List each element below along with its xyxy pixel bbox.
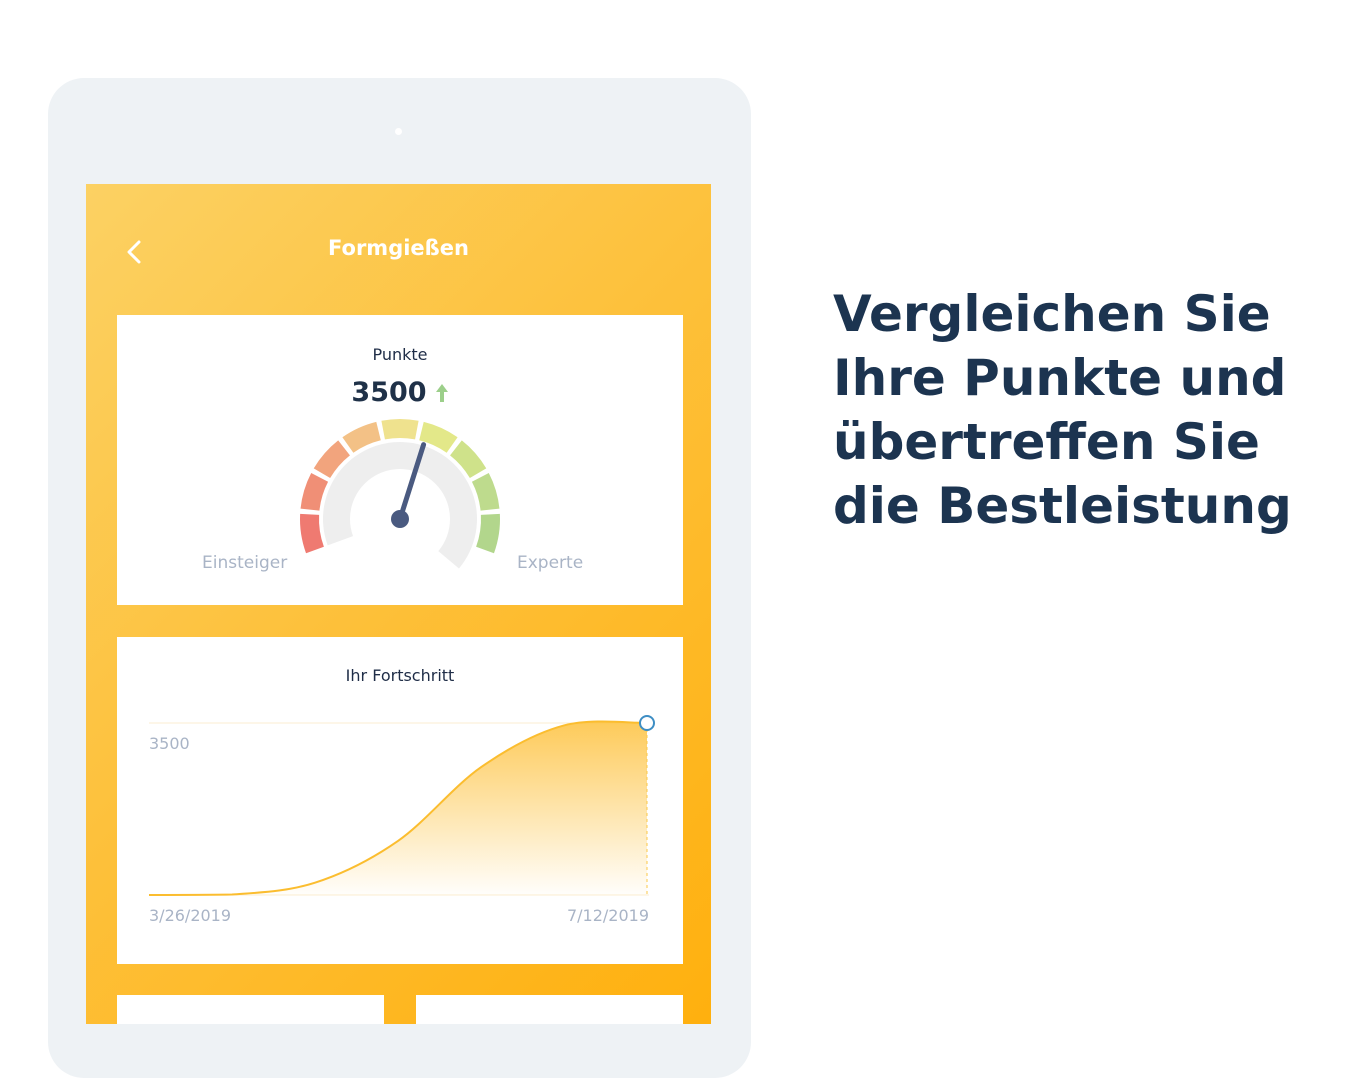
gauge-segment <box>419 421 458 453</box>
gauge-segment <box>300 513 324 554</box>
chart-x-end: 7/12/2019 <box>567 906 649 925</box>
score-card: Punkte 3500 Einsteiger Experte <box>117 315 683 605</box>
progress-card: Ihr Fortschritt 3500 3/26/2019 7/12/2019 <box>117 637 683 964</box>
chart-series-line <box>148 720 648 896</box>
gauge-segment <box>342 421 381 453</box>
gauge-segment <box>471 472 500 511</box>
chevron-left-icon <box>127 240 141 264</box>
gauge-min-label: Einsteiger <box>202 553 288 573</box>
gauge-segment <box>476 513 500 554</box>
stat-card-left <box>117 995 384 1024</box>
progress-label: Ihr Fortschritt <box>345 666 455 685</box>
screen-title: Formgießen <box>328 236 469 260</box>
gauge-segment <box>381 419 419 440</box>
stat-card-right <box>416 995 683 1024</box>
gauge-segment <box>300 472 329 511</box>
score-value: 3500 <box>351 377 427 408</box>
gauge-track <box>323 442 477 569</box>
gauge-segment <box>313 440 350 479</box>
tablet-camera <box>395 128 402 135</box>
arrow-up-icon <box>435 383 448 402</box>
chart-x-start: 3/26/2019 <box>149 906 231 925</box>
headline: Vergleichen Sie Ihre Punkte und übertref… <box>833 285 1292 535</box>
score-row: 3500 <box>117 377 683 408</box>
chart-area <box>149 721 647 895</box>
gauge-max-label: Experte <box>517 553 584 573</box>
score-label: Punkte <box>372 345 428 364</box>
chart-y-tick: 3500 <box>149 734 190 753</box>
chart-end-point[interactable] <box>639 715 655 731</box>
gauge-segments <box>300 419 500 554</box>
app-screen: Formgießen Punkte 3500 Einsteiger Expert… <box>86 184 711 1024</box>
gauge-hub <box>391 510 409 528</box>
gauge-needle <box>397 442 427 522</box>
score-gauge <box>300 419 500 569</box>
progress-chart: 3500 3/26/2019 7/12/2019 <box>148 715 655 925</box>
gauge-segment <box>450 440 487 479</box>
back-button[interactable] <box>116 234 152 270</box>
